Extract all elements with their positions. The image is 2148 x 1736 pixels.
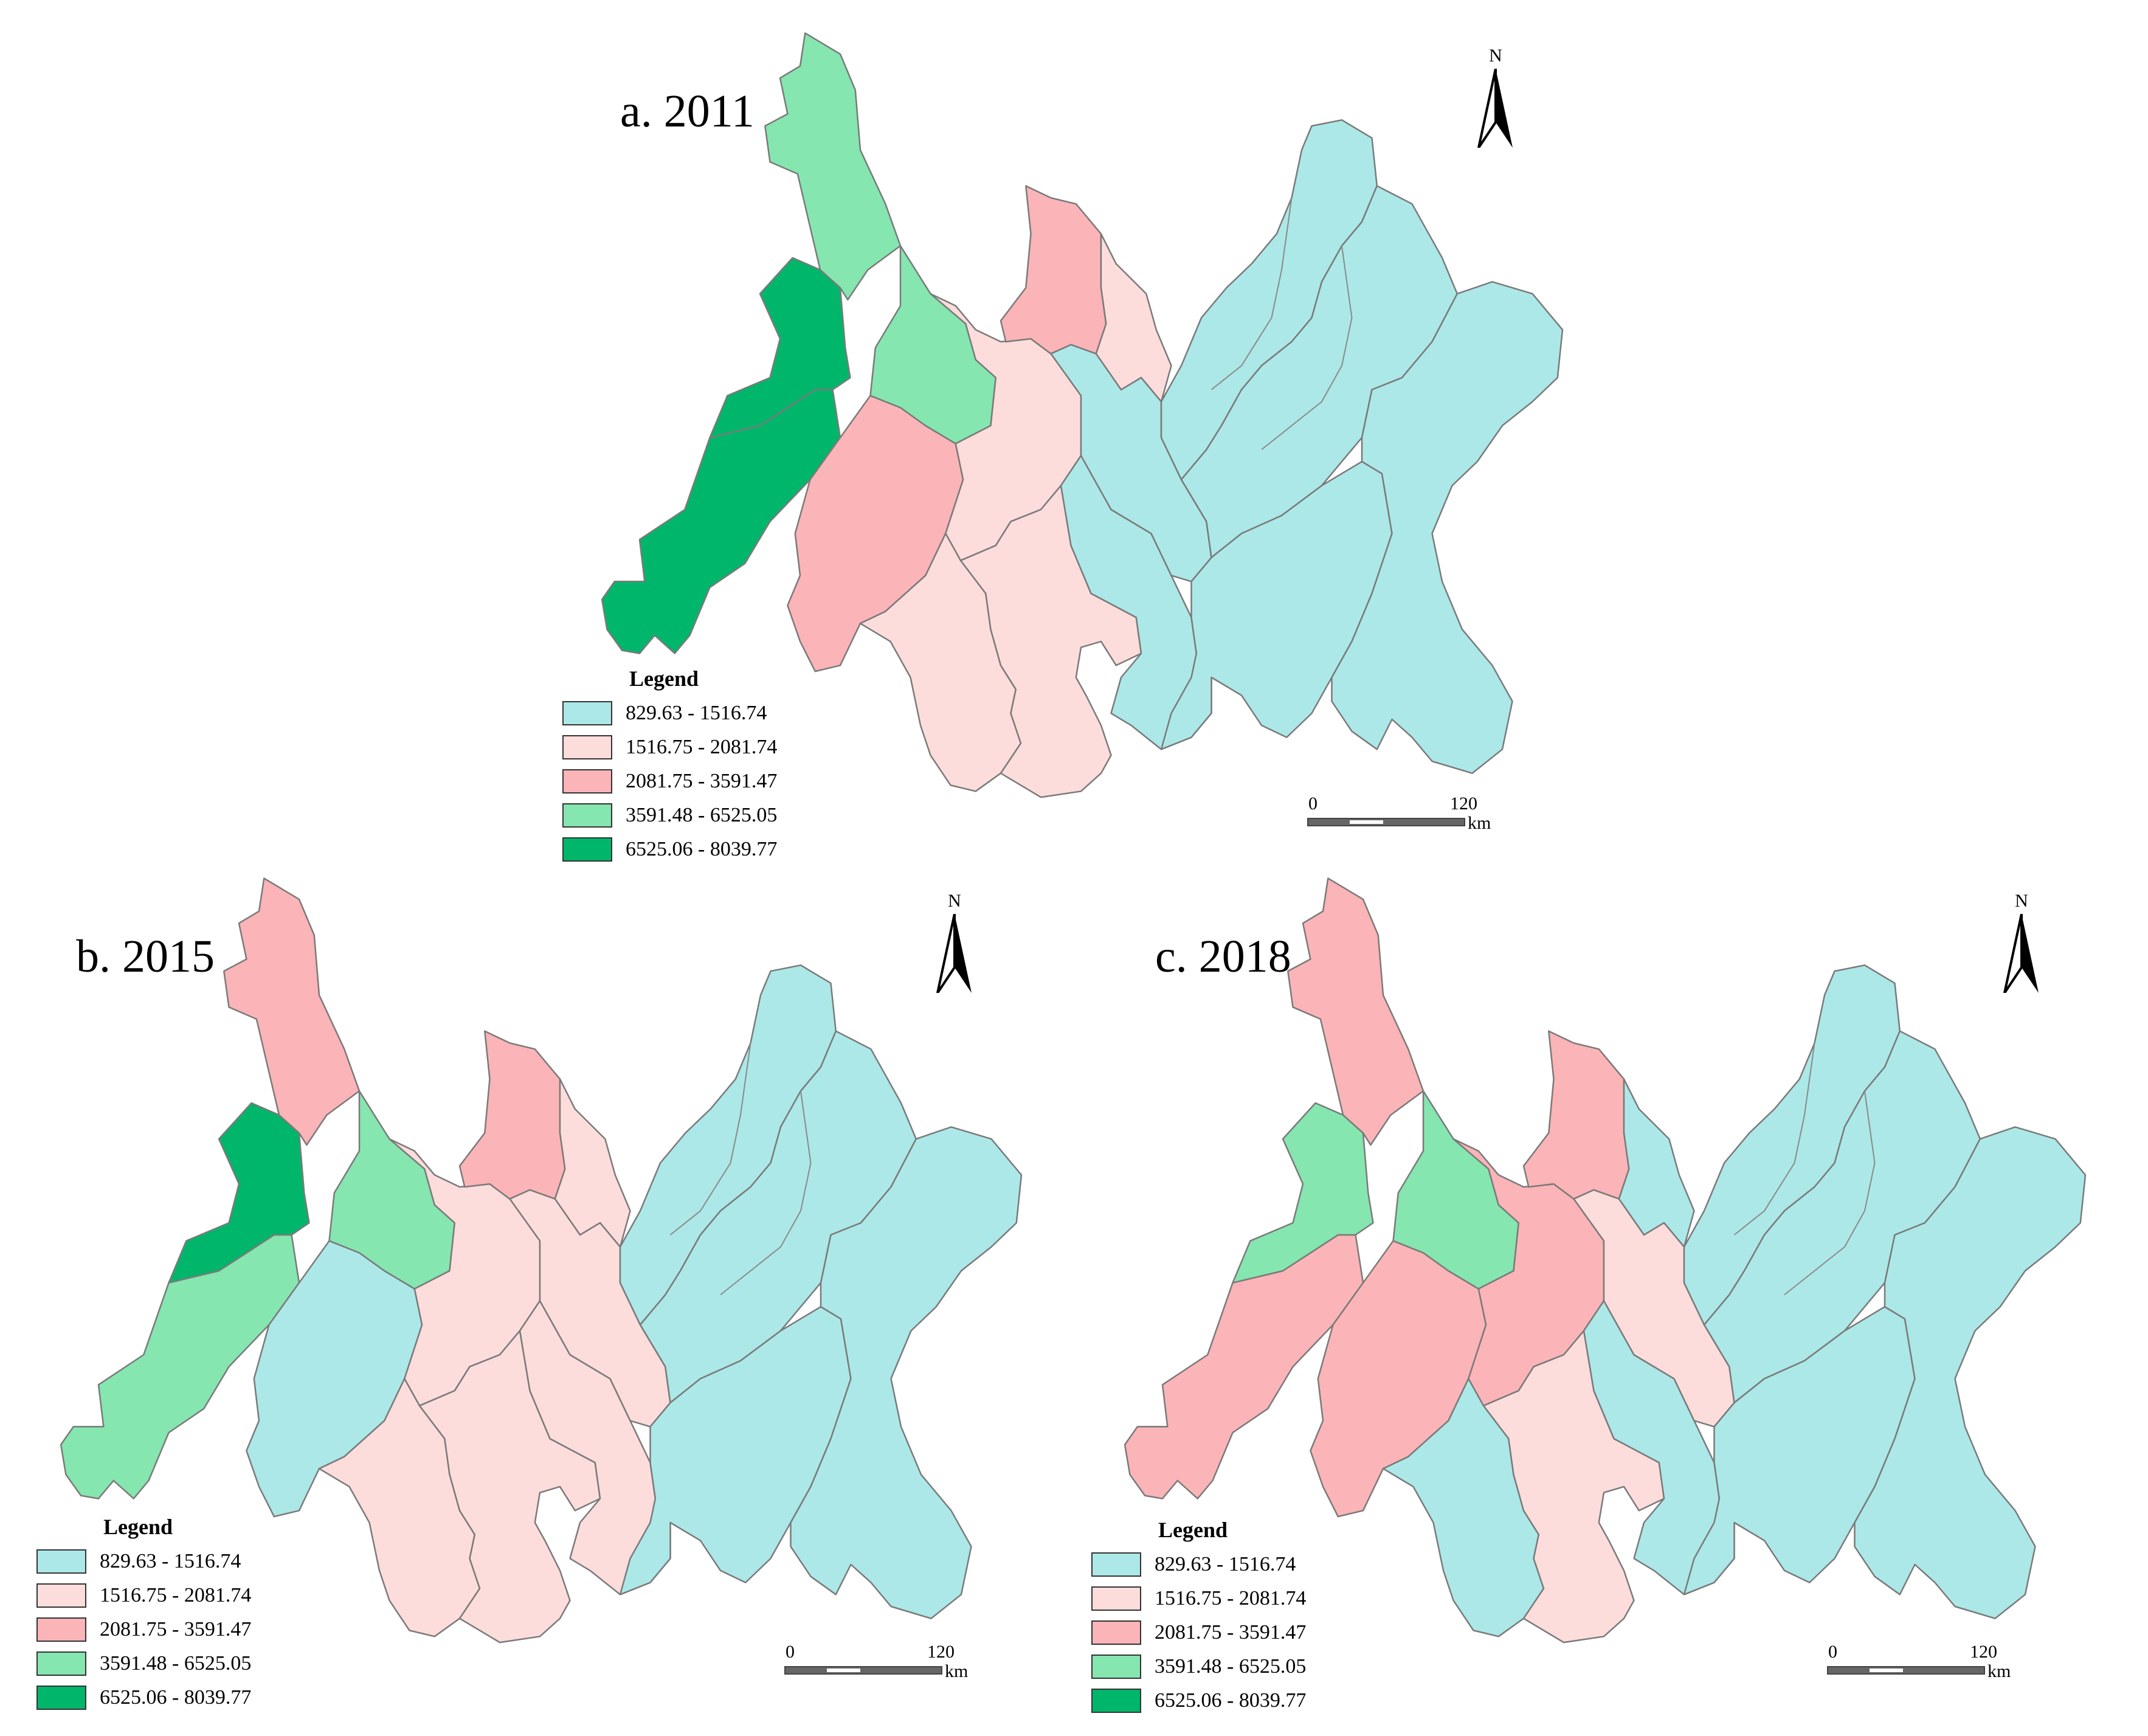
- legend-item: 2081.75 - 3591.47: [36, 1613, 251, 1647]
- legend-item: 829.63 - 1516.74: [1091, 1548, 1306, 1582]
- internal-boundary-line: [1733, 1043, 1815, 1236]
- legend-label: 3591.48 - 6525.05: [1155, 1655, 1307, 1678]
- internal-boundary-line: [669, 1043, 751, 1236]
- map-panel-2018: [1119, 870, 2122, 1709]
- legend-swatch: [1091, 1586, 1141, 1611]
- map-region-a: [601, 389, 841, 654]
- legend-swatch: [36, 1651, 86, 1676]
- legend-label: 1516.75 - 2081.74: [100, 1584, 252, 1606]
- legend-item: 3591.48 - 6525.05: [1091, 1650, 1306, 1684]
- scale-end-label: 120: [1450, 794, 1477, 814]
- internal-boundary-line: [1210, 198, 1293, 390]
- legend: Legend 829.63 - 1516.74 1516.75 - 2081.7…: [36, 1514, 251, 1715]
- map-region-c: [223, 877, 361, 1146]
- scale-end-label: 120: [1970, 1642, 1997, 1662]
- scale-end-label: 120: [927, 1642, 955, 1662]
- legend-item: 2081.75 - 3591.47: [562, 764, 777, 798]
- scale-unit-label: km: [945, 1661, 969, 1681]
- internal-boundary-line: [1784, 1091, 1876, 1296]
- map-region-c: [1287, 877, 1425, 1146]
- choropleth-map: [60, 877, 1023, 1644]
- legend-label: 6525.06 - 8039.77: [626, 838, 778, 860]
- legend-swatch: [1091, 1552, 1141, 1577]
- legend-item: 6525.06 - 8039.77: [36, 1681, 251, 1715]
- legend-swatch: [36, 1549, 86, 1574]
- legend: Legend 829.63 - 1516.74 1516.75 - 2081.7…: [562, 666, 777, 866]
- internal-boundary-line: [1261, 246, 1353, 451]
- legend-swatch: [562, 735, 612, 759]
- map-region-g: [1000, 185, 1107, 354]
- north-arrow-icon: N: [1471, 46, 1520, 151]
- legend-swatch: [36, 1617, 86, 1642]
- map-region-o: [619, 1305, 852, 1596]
- scale-unit-label: km: [1468, 813, 1491, 833]
- map-region-p: [1331, 281, 1564, 774]
- scale-bar: 0 120 km: [1827, 1642, 2028, 1684]
- legend-item: 3591.48 - 6525.05: [36, 1647, 251, 1681]
- map-region-a: [1124, 1234, 1364, 1499]
- legend-label: 829.63 - 1516.74: [1155, 1553, 1296, 1575]
- map-panel-2015: [55, 870, 1058, 1709]
- legend-title: Legend: [1158, 1518, 1228, 1542]
- legend-label: 2081.75 - 3591.47: [1155, 1621, 1307, 1644]
- scale-start-label: 0: [1828, 1642, 1837, 1662]
- panel-title-b: b. 2015: [76, 931, 215, 982]
- panel-title-a: a. 2011: [620, 86, 755, 137]
- scale-start-label: 0: [786, 1642, 795, 1662]
- legend-swatch: [1091, 1655, 1141, 1679]
- scale-bar: 0 120 km: [784, 1642, 985, 1684]
- map-region-o: [1160, 460, 1393, 750]
- internal-boundary-line: [720, 1091, 812, 1296]
- legend-item: 1516.75 - 2081.74: [36, 1579, 251, 1613]
- legend-item: 1516.75 - 2081.74: [1091, 1582, 1306, 1616]
- legend-item: 3591.48 - 6525.05: [562, 798, 777, 832]
- legend-item: 829.63 - 1516.74: [36, 1544, 251, 1579]
- legend-item: 6525.06 - 8039.77: [562, 832, 777, 866]
- north-label: N: [948, 891, 961, 911]
- legend-label: 1516.75 - 2081.74: [626, 736, 778, 758]
- north-label: N: [1489, 46, 1502, 66]
- map-region-c: [764, 32, 902, 301]
- scale-bar: 0 120 km: [1307, 794, 1508, 836]
- map-region-p: [1854, 1126, 2087, 1619]
- legend-item: 6525.06 - 8039.77: [1091, 1684, 1306, 1718]
- legend-swatch: [562, 837, 612, 862]
- map-region-g: [458, 1030, 566, 1200]
- scale-start-label: 0: [1308, 794, 1317, 814]
- legend-swatch: [36, 1686, 86, 1710]
- choropleth-map: [1124, 877, 2087, 1644]
- legend-item: 1516.75 - 2081.74: [562, 730, 777, 764]
- legend-label: 6525.06 - 8039.77: [1155, 1689, 1307, 1712]
- legend-label: 3591.48 - 6525.05: [626, 804, 778, 826]
- legend-swatch: [562, 769, 612, 794]
- choropleth-map: [601, 32, 1564, 798]
- scale-unit-label: km: [1987, 1661, 2011, 1681]
- legend-title: Legend: [103, 1515, 173, 1539]
- map-region-o: [1683, 1305, 1916, 1596]
- legend-label: 2081.75 - 3591.47: [100, 1618, 252, 1641]
- legend: Legend 829.63 - 1516.74 1516.75 - 2081.7…: [1091, 1517, 1306, 1718]
- legend-label: 6525.06 - 8039.77: [100, 1686, 252, 1709]
- map-region-a: [60, 1234, 300, 1499]
- legend-swatch: [1091, 1689, 1141, 1713]
- north-label: N: [2015, 891, 2028, 911]
- legend-title: Legend: [629, 666, 699, 691]
- legend-label: 829.63 - 1516.74: [100, 1550, 241, 1572]
- legend-label: 3591.48 - 6525.05: [100, 1652, 252, 1675]
- legend-item: 2081.75 - 3591.47: [1091, 1616, 1306, 1650]
- legend-swatch: [1091, 1620, 1141, 1645]
- legend-label: 829.63 - 1516.74: [626, 702, 767, 724]
- legend-label: 2081.75 - 3591.47: [626, 770, 778, 792]
- map-region-p: [790, 1126, 1023, 1619]
- north-arrow-icon: N: [1997, 891, 2046, 996]
- legend-swatch: [36, 1583, 86, 1608]
- panel-title-c: c. 2018: [1155, 931, 1291, 982]
- map-region-g: [1522, 1030, 1630, 1200]
- legend-swatch: [562, 701, 612, 725]
- legend-swatch: [562, 803, 612, 828]
- map-panel-2011: [596, 24, 1599, 863]
- north-arrow-icon: N: [930, 891, 979, 996]
- legend-label: 1516.75 - 2081.74: [1155, 1587, 1307, 1610]
- legend-item: 829.63 - 1516.74: [562, 696, 777, 730]
